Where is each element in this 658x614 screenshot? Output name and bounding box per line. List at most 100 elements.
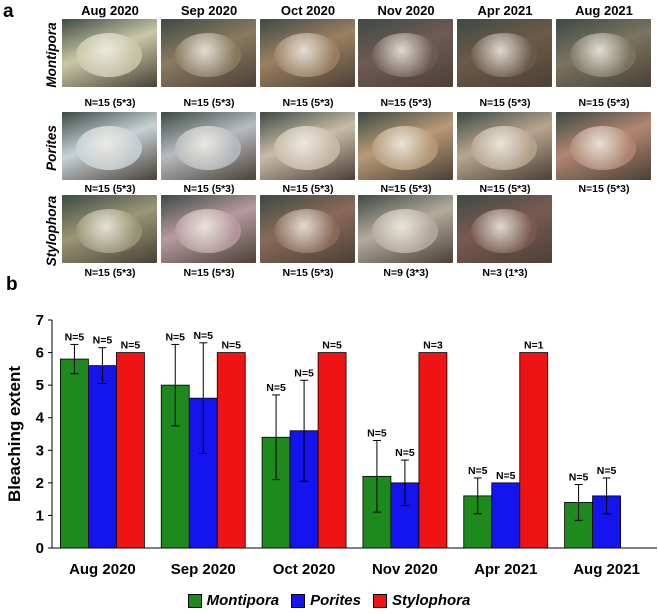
bar-montipora: [60, 358, 89, 549]
legend-swatch-stylophora: [373, 593, 387, 608]
y-tick-label: 0: [36, 540, 44, 557]
coral-colony: [471, 33, 537, 77]
bar-n-label: N=5: [93, 335, 113, 347]
sample-size-label: N=15 (5*3): [578, 183, 630, 195]
panel-a-label: a: [3, 1, 14, 22]
bar-n-label: N=3: [423, 340, 443, 352]
month-header: Nov 2020: [377, 3, 435, 18]
month-header: Apr 2021: [477, 3, 533, 18]
bar-stylophora: [116, 352, 145, 549]
coral-colony: [76, 126, 142, 170]
sample-size-label: N=15 (5*3): [282, 183, 334, 195]
legend-item-porites: Porites: [291, 592, 361, 609]
coral-colony: [76, 209, 142, 253]
coral-photo: [260, 112, 355, 180]
sample-size-label: N=9 (3*3): [383, 267, 429, 279]
coral-photo: [62, 19, 157, 87]
sample-size-label: N=15 (5*3): [84, 267, 136, 279]
coral-colony: [274, 209, 340, 253]
month-header: Aug 2020: [81, 3, 139, 18]
coral-colony: [570, 33, 636, 77]
y-tick-label: 1: [36, 507, 44, 524]
sample-size-label: N=15 (5*3): [183, 183, 235, 195]
sample-size-label: N=3 (1*3): [482, 267, 528, 279]
coral-colony: [274, 33, 340, 77]
legend-swatch-montipora: [187, 593, 202, 608]
coral-colony: [372, 33, 438, 77]
coral-photo: [62, 112, 157, 180]
bar-n-label: N=5: [65, 331, 85, 343]
species-row-label: Montipora: [44, 22, 59, 88]
legend-item-montipora: Montipora: [187, 592, 280, 609]
y-tick-label: 2: [36, 475, 44, 492]
bar-stylophora: [216, 352, 246, 549]
x-tick-label: Aug 2021: [573, 561, 640, 578]
bar-n-label: N=5: [367, 428, 387, 440]
coral-photo: [358, 112, 453, 180]
bar-n-label: N=5: [193, 330, 213, 342]
x-tick-label: Sep 2020: [171, 561, 236, 578]
chart-legend: Montipora Porites Stylophora: [0, 592, 658, 609]
coral-photo: [161, 195, 256, 263]
month-header: Oct 2020: [280, 3, 336, 18]
panel-b-label: b: [6, 274, 18, 295]
bar-n-label: N=5: [165, 331, 185, 343]
sample-size-label: N=15 (5*3): [282, 267, 334, 279]
bar-stylophora: [418, 352, 448, 549]
x-tick-label: Apr 2021: [474, 561, 537, 578]
legend-label-montipora: Montipora: [206, 592, 280, 609]
species-row-label: Porites: [44, 125, 59, 171]
sample-size-label: N=15 (5*3): [84, 97, 136, 109]
coral-photo: [161, 19, 256, 87]
x-tick-label: Nov 2020: [372, 561, 438, 578]
coral-colony: [471, 126, 537, 170]
sample-size-label: N=15 (5*3): [282, 97, 334, 109]
bar-n-label: N=5: [121, 340, 141, 352]
legend-label-stylophora: Stylophora: [392, 592, 471, 609]
coral-colony: [471, 209, 537, 253]
legend-label-porites: Porites: [310, 592, 361, 609]
coral-colony: [175, 33, 241, 77]
y-tick-label: 7: [36, 312, 44, 329]
bar-n-label: N=5: [395, 447, 415, 459]
bar-n-label: N=5: [322, 340, 342, 352]
bar-n-label: N=5: [597, 465, 617, 477]
coral-photo: [358, 195, 453, 263]
bar-n-label: N=1: [524, 340, 544, 352]
coral-photo: [62, 195, 157, 263]
y-tick-label: 6: [36, 345, 44, 362]
bar-stylophora: [317, 352, 347, 549]
coral-colony: [372, 126, 438, 170]
sample-size-label: N=15 (5*3): [380, 183, 432, 195]
y-tick-label: 4: [36, 410, 45, 427]
bar-n-label: N=5: [294, 367, 314, 379]
sample-size-label: N=15 (5*3): [84, 183, 136, 195]
coral-photo: [457, 19, 552, 87]
coral-colony: [570, 126, 636, 170]
bar-n-label: N=5: [266, 382, 286, 394]
month-header: Sep 2020: [180, 3, 238, 18]
coral-colony: [372, 209, 438, 253]
bar-n-label: N=5: [569, 471, 589, 483]
y-tick-label: 3: [36, 442, 44, 459]
month-header: Aug 2021: [575, 3, 633, 18]
x-tick-label: Oct 2020: [273, 561, 336, 578]
coral-photo: [457, 195, 552, 263]
sample-size-label: N=15 (5*3): [479, 183, 531, 195]
sample-size-label: N=15 (5*3): [380, 97, 432, 109]
coral-photo: [358, 19, 453, 87]
sample-size-label: N=15 (5*3): [479, 97, 531, 109]
species-row-label: Stylophora: [44, 195, 59, 267]
coral-photo: [556, 112, 651, 180]
bar-n-label: N=5: [496, 470, 516, 482]
coral-photo: [260, 195, 355, 263]
legend-swatch-porites: [291, 593, 306, 608]
coral-colony: [175, 126, 241, 170]
bar-stylophora: [519, 352, 549, 549]
sample-size-label: N=15 (5*3): [183, 97, 235, 109]
bar-n-label: N=5: [221, 340, 241, 352]
bar-porites: [88, 365, 117, 549]
coral-colony: [175, 209, 241, 253]
coral-photo: [556, 19, 651, 87]
coral-photo: [457, 112, 552, 180]
